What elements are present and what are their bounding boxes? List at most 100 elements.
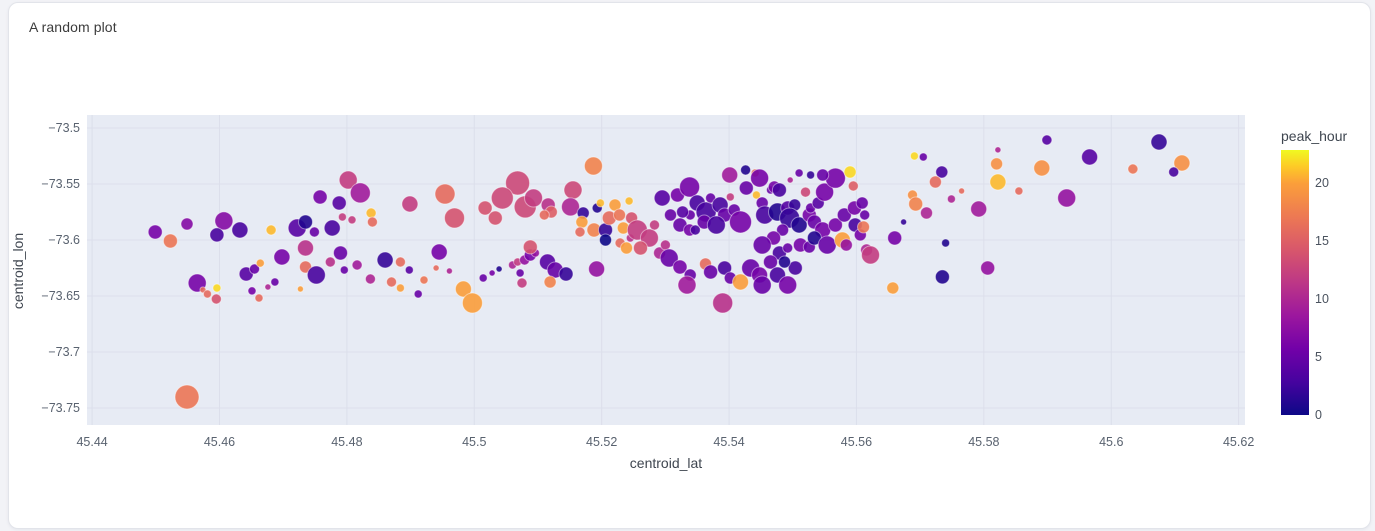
scatter-point[interactable]: [212, 283, 222, 293]
scatter-point[interactable]: [364, 273, 376, 285]
scatter-point[interactable]: [558, 266, 574, 282]
scatter-point[interactable]: [430, 243, 448, 261]
scatter-point[interactable]: [324, 256, 336, 268]
scatter-point[interactable]: [595, 198, 605, 208]
scatter-point[interactable]: [365, 207, 377, 219]
scatter-point[interactable]: [337, 212, 347, 222]
scatter-point[interactable]: [1173, 154, 1191, 172]
scatter-point[interactable]: [338, 170, 358, 190]
scatter-point[interactable]: [721, 166, 739, 184]
scatter-point[interactable]: [386, 276, 397, 288]
scatter-point[interactable]: [574, 226, 586, 238]
scatter-point[interactable]: [306, 265, 326, 285]
scatter-point[interactable]: [461, 292, 483, 314]
scatter-point[interactable]: [1057, 188, 1077, 208]
scatter-point[interactable]: [273, 248, 291, 266]
scatter-point[interactable]: [624, 196, 634, 206]
scatter-point[interactable]: [786, 176, 794, 184]
scatter-point[interactable]: [477, 200, 493, 216]
scatter-point[interactable]: [174, 384, 200, 410]
scatter-point[interactable]: [588, 260, 606, 278]
scatter-point[interactable]: [495, 265, 503, 273]
scatter-point[interactable]: [763, 254, 778, 270]
scatter-point[interactable]: [861, 245, 880, 265]
scatter-point[interactable]: [231, 221, 249, 239]
scatter-point[interactable]: [308, 226, 320, 238]
scatter-point[interactable]: [990, 157, 1004, 171]
scatter-point[interactable]: [994, 146, 1002, 154]
scatter-point[interactable]: [679, 176, 701, 198]
scatter-point[interactable]: [478, 273, 488, 283]
scatter-point[interactable]: [209, 227, 225, 243]
scatter-point[interactable]: [202, 289, 212, 299]
scatter-point[interactable]: [653, 189, 671, 207]
scatter-point[interactable]: [970, 200, 988, 218]
scatter-point[interactable]: [247, 286, 257, 296]
scatter-point[interactable]: [717, 260, 733, 276]
scatter-point[interactable]: [488, 269, 496, 277]
scatter-point[interactable]: [515, 268, 525, 278]
scatter-point[interactable]: [639, 228, 659, 248]
scatter-point[interactable]: [677, 275, 697, 295]
scatter-point[interactable]: [1127, 163, 1139, 175]
scatter-point[interactable]: [816, 168, 830, 182]
scatter-point[interactable]: [505, 170, 531, 196]
scatter-point[interactable]: [297, 239, 314, 257]
scatter-point[interactable]: [563, 180, 583, 200]
scatter-point[interactable]: [249, 263, 260, 275]
scatter-point[interactable]: [909, 151, 919, 161]
scatter-point[interactable]: [522, 239, 538, 255]
scatter-point[interactable]: [703, 264, 719, 280]
scatter-point[interactable]: [908, 196, 924, 212]
scatter-point[interactable]: [827, 217, 843, 233]
scatter-point[interactable]: [782, 242, 794, 254]
scatter-point[interactable]: [787, 260, 803, 276]
scatter-point[interactable]: [210, 293, 222, 305]
scatter-point[interactable]: [887, 230, 903, 246]
scatter-point[interactable]: [432, 264, 440, 272]
scatter-point[interactable]: [740, 164, 752, 176]
scatter-point[interactable]: [806, 170, 816, 180]
scatter-point[interactable]: [366, 216, 378, 228]
scatter-point[interactable]: [575, 215, 589, 229]
scatter-point[interactable]: [776, 223, 790, 237]
scatter-point[interactable]: [659, 239, 671, 251]
scatter-point[interactable]: [351, 259, 363, 271]
scatter-point[interactable]: [806, 230, 822, 246]
scatter-point[interactable]: [1081, 148, 1099, 166]
scatter-point[interactable]: [790, 216, 808, 234]
scatter-point[interactable]: [608, 198, 622, 212]
scatter-point[interactable]: [689, 224, 701, 236]
scatter-point[interactable]: [180, 217, 194, 231]
scatter-point[interactable]: [404, 265, 414, 275]
scatter-point[interactable]: [255, 258, 265, 268]
scatter-point[interactable]: [750, 168, 770, 188]
scatter-point[interactable]: [794, 168, 804, 178]
scatter-point[interactable]: [264, 283, 272, 291]
scatter-point[interactable]: [270, 277, 280, 287]
scatter-point[interactable]: [323, 219, 341, 237]
scatter-point[interactable]: [1014, 186, 1024, 196]
scatter-point[interactable]: [676, 205, 690, 219]
scatter-point[interactable]: [298, 214, 313, 230]
scatter-point[interactable]: [712, 292, 734, 314]
scatter-point[interactable]: [928, 175, 942, 189]
scatter-point[interactable]: [738, 180, 754, 196]
scatter-point[interactable]: [613, 208, 626, 222]
scatter-point[interactable]: [935, 165, 949, 179]
scatter-point[interactable]: [490, 186, 514, 210]
scatter-point[interactable]: [633, 240, 648, 256]
scatter-point[interactable]: [347, 215, 357, 225]
scatter-point[interactable]: [434, 183, 456, 205]
scatter-point[interactable]: [751, 190, 761, 200]
scatter-point[interactable]: [705, 192, 717, 204]
scatter-point[interactable]: [771, 182, 787, 198]
scatter-point[interactable]: [419, 275, 429, 285]
scatter-point[interactable]: [900, 218, 908, 226]
scatter-point[interactable]: [238, 266, 254, 282]
scatter-point[interactable]: [836, 207, 852, 223]
scatter-point[interactable]: [941, 238, 951, 248]
scatter-point[interactable]: [454, 280, 472, 298]
scatter-point[interactable]: [659, 248, 679, 268]
scatter-point[interactable]: [583, 156, 603, 176]
